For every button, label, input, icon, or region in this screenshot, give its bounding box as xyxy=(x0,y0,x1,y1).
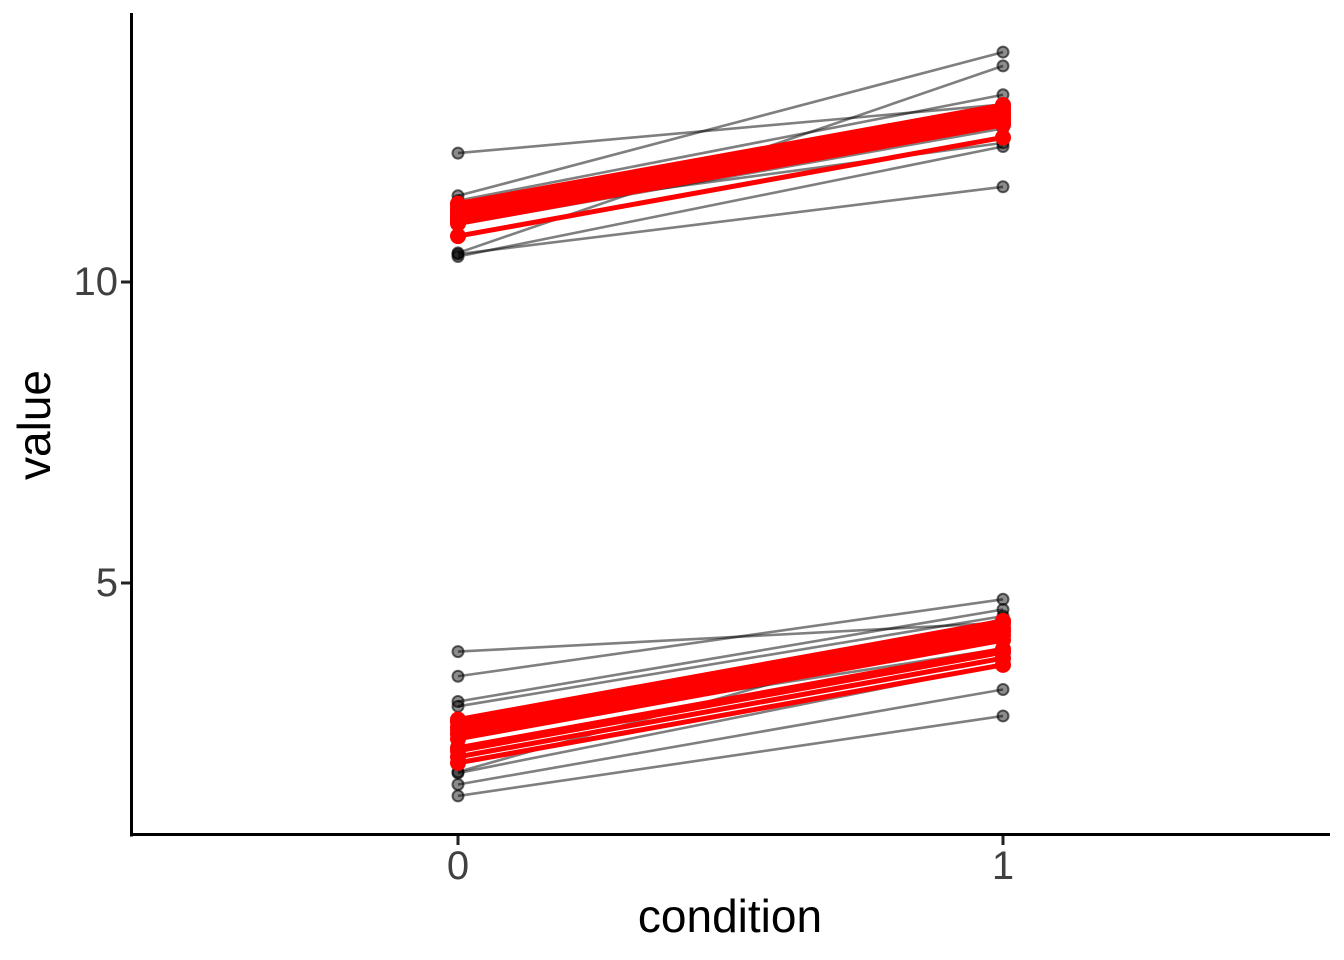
fitted-line xyxy=(457,637,1004,742)
fitted-points-layer xyxy=(450,97,1011,771)
observed-point xyxy=(996,180,1010,194)
observed-line xyxy=(457,714,1004,798)
fitted-line xyxy=(457,115,1004,220)
fitted-line xyxy=(457,632,1004,737)
observed-point xyxy=(451,250,465,264)
fitted-line xyxy=(457,655,1004,760)
observed-point xyxy=(451,146,465,160)
fitted-line xyxy=(457,107,1004,211)
observed-line xyxy=(457,614,1004,708)
observed-line xyxy=(457,50,1004,198)
fitted-line xyxy=(457,135,1004,239)
fitted-point xyxy=(995,129,1011,146)
observed-point xyxy=(451,699,465,713)
fitted-point xyxy=(450,215,466,232)
x-tick-label-0: 0 xyxy=(447,844,469,888)
y-axis-title: value xyxy=(8,370,60,480)
x-tick-label-1: 1 xyxy=(992,844,1014,888)
fitted-line xyxy=(457,646,1004,751)
observed-point xyxy=(451,669,465,683)
observed-line xyxy=(457,93,1004,202)
observed-line xyxy=(457,597,1004,678)
observed-line xyxy=(457,608,1004,703)
fitted-point xyxy=(450,754,466,771)
observed-point xyxy=(451,777,465,791)
fitted-line xyxy=(457,628,1004,733)
x-axis-title: condition xyxy=(638,890,822,942)
observed-point xyxy=(996,59,1010,73)
fitted-line xyxy=(457,649,1004,754)
fitted-line xyxy=(457,662,1004,766)
fitted-line xyxy=(457,110,1004,214)
y-tick-label-10: 10 xyxy=(74,260,119,304)
observed-point xyxy=(996,45,1010,59)
fitted-line xyxy=(457,103,1004,208)
observed-point xyxy=(996,682,1010,696)
y-tick-label-5: 5 xyxy=(96,561,118,605)
observed-point xyxy=(451,645,465,659)
fitted-point xyxy=(995,116,1011,133)
observed-line xyxy=(457,145,1004,258)
fitted-line xyxy=(457,625,1004,730)
observed-point xyxy=(451,789,465,803)
observed-line xyxy=(457,185,1004,256)
fitted-point xyxy=(450,228,466,245)
fitted-line xyxy=(457,620,1004,725)
fitted-line xyxy=(457,122,1004,226)
fitted-point xyxy=(995,656,1011,673)
observed-point xyxy=(996,709,1010,723)
observed-line xyxy=(457,688,1004,786)
fitted-lines-layer xyxy=(457,102,1004,766)
